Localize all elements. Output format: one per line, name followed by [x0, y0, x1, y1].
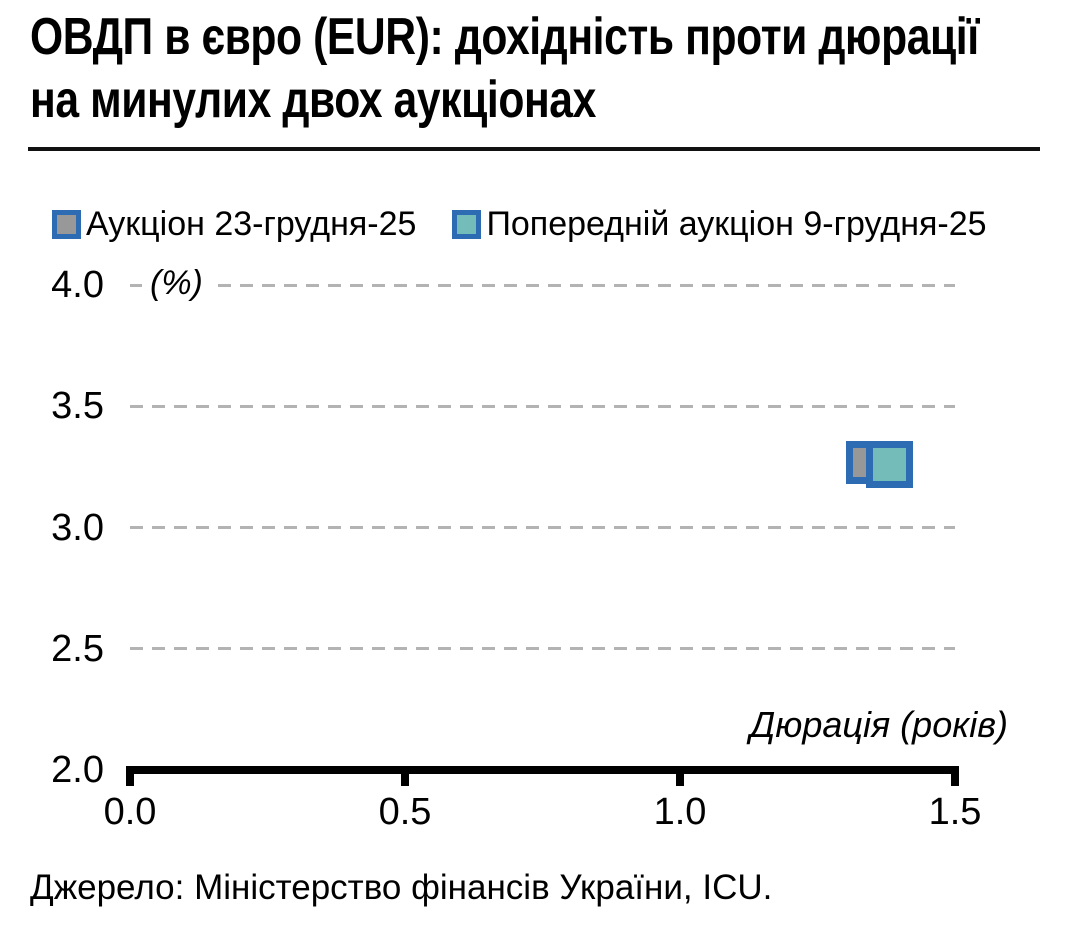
y-tick-label: 3.0 — [51, 506, 104, 549]
x-tick-label: 0.0 — [103, 791, 157, 833]
data-point-previous-auction — [865, 440, 913, 488]
y-gridline — [130, 283, 955, 287]
x-tick-label: 1.0 — [653, 791, 707, 833]
source-note: Джерело: Міністерство фінансів України, … — [30, 868, 773, 907]
x-axis-title: Дюрація (років) — [749, 704, 1008, 745]
title-divider — [28, 147, 1040, 151]
y-gridline — [130, 404, 955, 408]
x-axis-tick — [951, 766, 959, 786]
legend-label: Попередній аукціон 9-грудня-25 — [486, 205, 987, 243]
x-axis-tick — [126, 766, 134, 786]
chart-title-line-2: на минулих двох аукціонах — [30, 71, 596, 129]
x-tick-label: 1.5 — [928, 791, 982, 833]
y-gridline — [130, 647, 955, 651]
chart-legend: Аукціон 23-грудня-25 Попередній аукціон 9… — [52, 205, 987, 244]
chart-title: ОВДП в євро (EUR): дохідність проти дюра… — [30, 6, 1070, 132]
legend-swatch-icon — [52, 210, 81, 239]
chart-title-line-1: ОВДП в євро (EUR): дохідність проти дюра… — [30, 8, 979, 66]
legend-item-2: Попередній аукціон 9-грудня-25 — [452, 205, 987, 244]
legend-swatch-icon — [452, 210, 482, 239]
y-tick-label: 4.0 — [51, 264, 104, 306]
y-tick-label: 3.5 — [51, 385, 104, 428]
x-axis-line — [126, 766, 959, 774]
x-axis-tick — [676, 766, 684, 786]
x-axis-tick — [401, 766, 409, 786]
y-tick-label: 2.5 — [51, 627, 104, 670]
y-tick-label: 2.0 — [51, 749, 104, 791]
y-gridline — [130, 526, 955, 529]
y-axis-unit-label: (%) — [142, 264, 211, 303]
legend-label: Аукціон 23-грудня-25 — [86, 205, 417, 243]
legend-item-1: Аукціон 23-грудня-25 — [52, 205, 416, 244]
x-tick-label: 0.5 — [378, 791, 432, 833]
